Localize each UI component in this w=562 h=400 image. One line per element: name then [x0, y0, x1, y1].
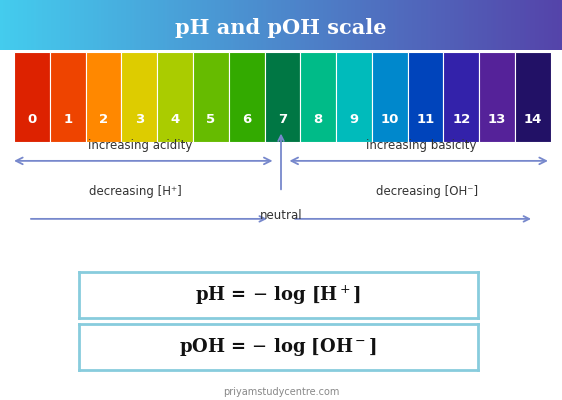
- Text: 11: 11: [416, 113, 434, 126]
- Text: pH and pOH scale: pH and pOH scale: [175, 18, 387, 38]
- Bar: [300, 52, 336, 142]
- Text: 2: 2: [99, 113, 108, 126]
- Bar: [50, 52, 85, 142]
- Text: 9: 9: [350, 113, 359, 126]
- Text: 10: 10: [380, 113, 399, 126]
- Text: 4: 4: [170, 113, 180, 126]
- Bar: [157, 52, 193, 142]
- Bar: [443, 52, 479, 142]
- Text: 12: 12: [452, 113, 470, 126]
- Text: 1: 1: [63, 113, 72, 126]
- Text: 0: 0: [28, 113, 37, 126]
- Text: 13: 13: [488, 113, 506, 126]
- Text: 3: 3: [135, 113, 144, 126]
- Text: pH = $-$ log [H$^+$]: pH = $-$ log [H$^+$]: [195, 283, 361, 307]
- Bar: [372, 52, 407, 142]
- Bar: [479, 52, 515, 142]
- Text: neutral: neutral: [260, 209, 302, 222]
- Bar: [515, 52, 551, 142]
- Text: increasing acidity: increasing acidity: [88, 139, 193, 152]
- Bar: [14, 52, 50, 142]
- Text: decreasing [H⁺]: decreasing [H⁺]: [88, 184, 182, 198]
- Text: 8: 8: [314, 113, 323, 126]
- Bar: [193, 52, 229, 142]
- Bar: [121, 52, 157, 142]
- Text: priyamstudycentre.com: priyamstudycentre.com: [223, 386, 339, 397]
- Bar: [336, 52, 372, 142]
- Text: 14: 14: [524, 113, 542, 126]
- Bar: [229, 52, 265, 142]
- Bar: [85, 52, 121, 142]
- Text: 7: 7: [278, 113, 287, 126]
- Bar: [265, 52, 300, 142]
- Text: decreasing [OH⁻]: decreasing [OH⁻]: [376, 184, 478, 198]
- Text: 6: 6: [242, 113, 251, 126]
- Bar: [407, 52, 443, 142]
- Text: pOH = $-$ log [OH$^-$]: pOH = $-$ log [OH$^-$]: [179, 336, 377, 358]
- Text: 5: 5: [206, 113, 215, 126]
- Text: increasing basicity: increasing basicity: [366, 139, 477, 152]
